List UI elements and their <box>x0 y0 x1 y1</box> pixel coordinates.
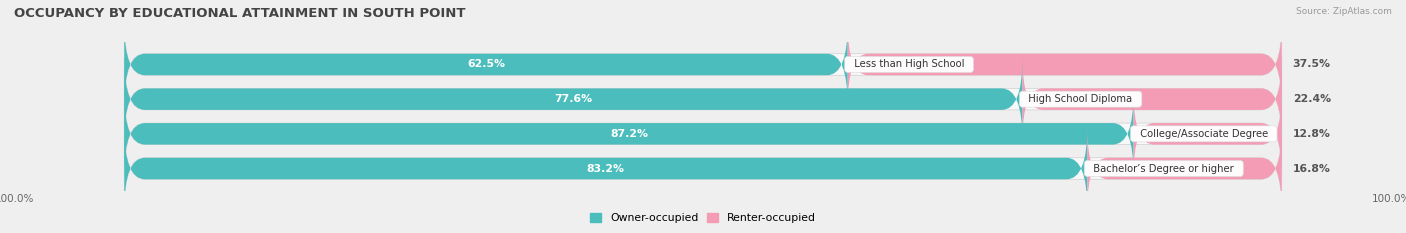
Text: Source: ZipAtlas.com: Source: ZipAtlas.com <box>1296 7 1392 16</box>
FancyBboxPatch shape <box>124 93 1282 175</box>
Text: OCCUPANCY BY EDUCATIONAL ATTAINMENT IN SOUTH POINT: OCCUPANCY BY EDUCATIONAL ATTAINMENT IN S… <box>14 7 465 20</box>
Text: 37.5%: 37.5% <box>1292 59 1330 69</box>
FancyBboxPatch shape <box>124 127 1282 210</box>
FancyBboxPatch shape <box>124 58 1022 140</box>
FancyBboxPatch shape <box>124 58 1282 140</box>
Text: 22.4%: 22.4% <box>1292 94 1331 104</box>
Text: 62.5%: 62.5% <box>467 59 505 69</box>
FancyBboxPatch shape <box>124 23 848 106</box>
FancyBboxPatch shape <box>1133 93 1282 175</box>
Text: 12.8%: 12.8% <box>1292 129 1330 139</box>
Text: 83.2%: 83.2% <box>586 164 624 174</box>
FancyBboxPatch shape <box>1087 127 1282 210</box>
Legend: Owner-occupied, Renter-occupied: Owner-occupied, Renter-occupied <box>586 209 820 227</box>
Text: College/Associate Degree: College/Associate Degree <box>1133 129 1274 139</box>
Text: High School Diploma: High School Diploma <box>1022 94 1139 104</box>
FancyBboxPatch shape <box>124 93 1133 175</box>
Text: 87.2%: 87.2% <box>610 129 648 139</box>
Text: 16.8%: 16.8% <box>1292 164 1330 174</box>
Text: Bachelor’s Degree or higher: Bachelor’s Degree or higher <box>1087 164 1240 174</box>
FancyBboxPatch shape <box>124 23 1282 106</box>
FancyBboxPatch shape <box>1022 58 1282 140</box>
FancyBboxPatch shape <box>124 127 1087 210</box>
Text: Less than High School: Less than High School <box>848 59 970 69</box>
FancyBboxPatch shape <box>848 23 1282 106</box>
Text: 77.6%: 77.6% <box>554 94 592 104</box>
